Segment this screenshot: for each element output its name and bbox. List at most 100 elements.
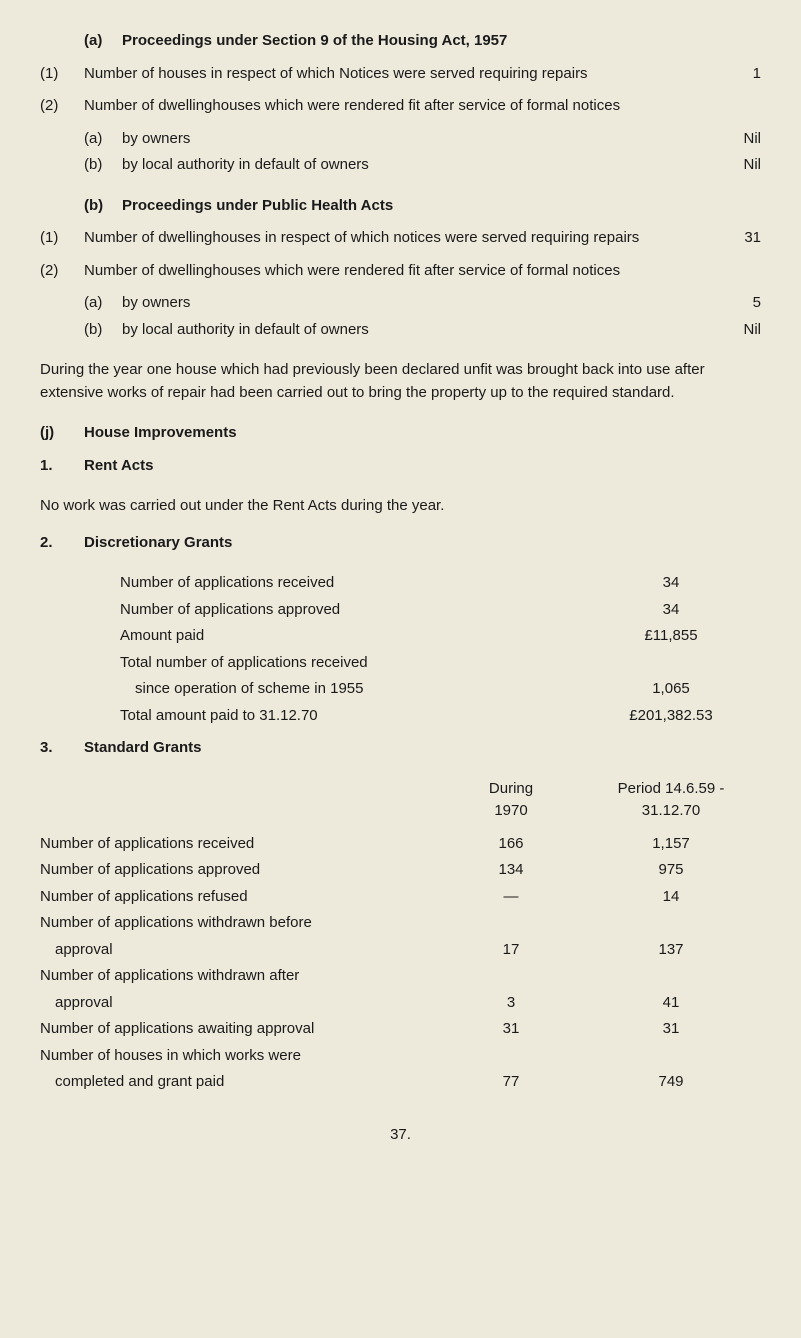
row-col2: 975: [581, 859, 761, 882]
sub-letter: (b): [84, 319, 122, 342]
section-a-label: (a): [84, 30, 122, 53]
grants-row: since operation of scheme in 19551,065: [40, 678, 761, 701]
row-col2: 14: [581, 886, 761, 909]
row-label: Number of applications refused: [40, 886, 441, 909]
standard-col2-line2: 31.12.70: [581, 800, 761, 823]
grants-row: Total number of applications received: [40, 652, 761, 675]
row-col1: —: [441, 886, 581, 909]
rent-acts-header: 1. Rent Acts: [40, 455, 761, 478]
table-row: Number of applications withdrawn before: [40, 912, 761, 935]
section-b-label: (b): [84, 195, 122, 218]
table-row: approval17137: [40, 939, 761, 962]
section-b-item-2: (2) Number of dwellinghouses which were …: [40, 260, 761, 283]
rent-acts-num: 1.: [40, 455, 84, 478]
grants-value: £201,382.53: [581, 705, 761, 728]
section-b-item-2a: (a) by owners 5: [40, 292, 761, 315]
row-col1: 17: [441, 939, 581, 962]
standard-col2-line1: Period 14.6.59 -: [581, 778, 761, 801]
rent-acts-text: No work was carried out under the Rent A…: [40, 495, 761, 518]
grants-label: since operation of scheme in 1955: [40, 678, 581, 701]
row-col1: 77: [441, 1071, 581, 1094]
sub-value: Nil: [701, 128, 761, 151]
table-row: Number of applications approved134975: [40, 859, 761, 882]
row-col2: 749: [581, 1071, 761, 1094]
table-row: Number of applications received1661,157: [40, 833, 761, 856]
discretionary-num: 2.: [40, 532, 84, 555]
row-label: Number of applications awaiting approval: [40, 1018, 441, 1041]
grants-row: Total amount paid to 31.12.70£201,382.53: [40, 705, 761, 728]
section-j-num: (j): [40, 422, 84, 445]
section-a-item-2a: (a) by owners Nil: [40, 128, 761, 151]
row-col2: 137: [581, 939, 761, 962]
standard-num: 3.: [40, 737, 84, 760]
sub-value: 5: [701, 292, 761, 315]
grants-row: Amount paid£11,855: [40, 625, 761, 648]
standard-table-header: During 1970 Period 14.6.59 - 31.12.70: [40, 778, 761, 823]
row-label: approval: [40, 992, 441, 1015]
grants-label: Amount paid: [40, 625, 581, 648]
standard-rows: Number of applications received1661,157N…: [40, 833, 761, 1094]
standard-title: Standard Grants: [84, 737, 761, 760]
section-a-item-1: (1) Number of houses in respect of which…: [40, 63, 761, 86]
section-a-item-2: (2) Number of dwellinghouses which were …: [40, 95, 761, 118]
row-label: Number of applications approved: [40, 859, 441, 882]
grants-label: Number of applications received: [40, 572, 581, 595]
section-b-item-2b: (b) by local authority in default of own…: [40, 319, 761, 342]
table-row: Number of applications withdrawn after: [40, 965, 761, 988]
item-value: 1: [701, 63, 761, 86]
sub-text: by owners: [122, 292, 701, 315]
item-text: Number of houses in respect of which Not…: [84, 63, 701, 86]
row-col2: 41: [581, 992, 761, 1015]
row-label: completed and grant paid: [40, 1071, 441, 1094]
grants-row: Number of applications received34: [40, 572, 761, 595]
row-label: Number of applications withdrawn before: [40, 912, 441, 935]
row-label: Number of applications withdrawn after: [40, 965, 441, 988]
grants-label: Total number of applications received: [40, 652, 581, 675]
grants-label: Total amount paid to 31.12.70: [40, 705, 581, 728]
paragraph-unfit-house: During the year one house which had prev…: [40, 359, 761, 404]
section-b-header: (b) Proceedings under Public Health Acts: [40, 195, 761, 218]
row-col2: 1,157: [581, 833, 761, 856]
row-col1: 134: [441, 859, 581, 882]
page-number: 37.: [40, 1124, 761, 1147]
sub-text: by owners: [122, 128, 701, 151]
section-j-header: (j) House Improvements: [40, 422, 761, 445]
sub-text: by local authority in default of owners: [122, 319, 701, 342]
standard-col1-line1: During: [441, 778, 581, 801]
standard-header: 3. Standard Grants: [40, 737, 761, 760]
grants-row: Number of applications approved34: [40, 599, 761, 622]
item-text: Number of dwellinghouses in respect of w…: [84, 227, 701, 250]
row-col1: 166: [441, 833, 581, 856]
item-number: (1): [40, 227, 84, 250]
table-row: approval341: [40, 992, 761, 1015]
table-row: Number of applications awaiting approval…: [40, 1018, 761, 1041]
section-j-title: House Improvements: [84, 422, 761, 445]
section-b-title: Proceedings under Public Health Acts: [122, 195, 761, 218]
sub-letter: (a): [84, 128, 122, 151]
row-label: Number of applications received: [40, 833, 441, 856]
discretionary-title: Discretionary Grants: [84, 532, 761, 555]
row-col1: 31: [441, 1018, 581, 1041]
table-row: Number of houses in which works were: [40, 1045, 761, 1068]
section-a-header: (a) Proceedings under Section 9 of the H…: [40, 30, 761, 53]
grants-value: 34: [581, 572, 761, 595]
row-label: Number of houses in which works were: [40, 1045, 441, 1068]
sub-text: by local authority in default of owners: [122, 154, 701, 177]
row-col1: 3: [441, 992, 581, 1015]
section-a-title: Proceedings under Section 9 of the Housi…: [122, 30, 761, 53]
sub-value: Nil: [701, 154, 761, 177]
sub-letter: (a): [84, 292, 122, 315]
item-number: (2): [40, 260, 84, 283]
grants-value: 34: [581, 599, 761, 622]
rent-acts-title: Rent Acts: [84, 455, 761, 478]
discretionary-header: 2. Discretionary Grants: [40, 532, 761, 555]
item-number: (1): [40, 63, 84, 86]
sub-value: Nil: [701, 319, 761, 342]
table-row: Number of applications refused—14: [40, 886, 761, 909]
grants-label: Number of applications approved: [40, 599, 581, 622]
discretionary-rows: Number of applications received34Number …: [40, 572, 761, 727]
item-text: Number of dwellinghouses which were rend…: [84, 260, 701, 283]
section-b-item-1: (1) Number of dwellinghouses in respect …: [40, 227, 761, 250]
item-value: 31: [701, 227, 761, 250]
table-row: completed and grant paid77749: [40, 1071, 761, 1094]
